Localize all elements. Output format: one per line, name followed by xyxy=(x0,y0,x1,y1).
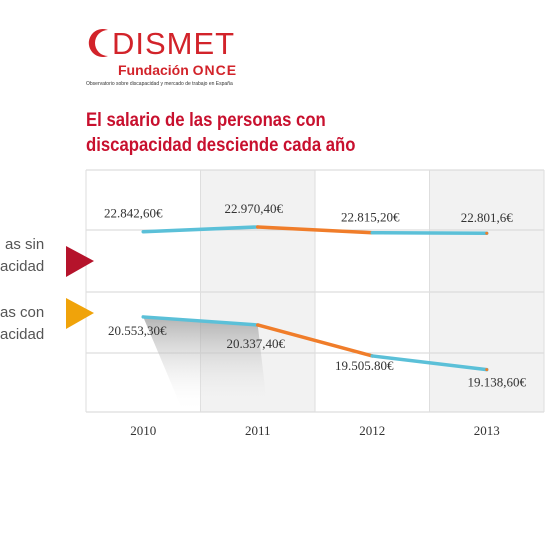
series-2-point xyxy=(256,323,260,327)
plot-column-bg xyxy=(429,170,544,412)
series-2-segment xyxy=(141,315,260,327)
title-line-2: discapacidad desciende cada año xyxy=(86,135,356,156)
series-1-point xyxy=(485,231,489,235)
series-2-point xyxy=(370,354,374,358)
once-crescent-icon xyxy=(88,29,108,57)
series-1-segment xyxy=(256,225,374,235)
dismet-logo: DISMET Fundación ONCE Observatorio sobre… xyxy=(86,26,286,98)
series-2-data-label: 20.553,30€ xyxy=(108,323,167,338)
legend-label-con: as con acidad xyxy=(0,304,45,343)
series-2-data-label: 20.337,40€ xyxy=(227,336,286,351)
series-1-point xyxy=(370,231,374,235)
legend-label-sin: as sin acidad xyxy=(0,236,45,275)
legend-arrow-con xyxy=(66,298,94,329)
series-1-data-label: 22.970,40€ xyxy=(225,201,284,216)
legend-arrow-sin xyxy=(66,246,94,277)
series-1-segment xyxy=(141,225,260,234)
series-2-segment xyxy=(256,323,374,358)
series-shadow xyxy=(143,316,268,412)
x-tick-label: 2011 xyxy=(245,423,271,438)
series-2-point xyxy=(485,368,489,372)
series-1-data-label: 22.815,20€ xyxy=(341,210,400,225)
plot-column-bg xyxy=(315,170,430,412)
series-2-point xyxy=(141,315,145,319)
title-line-1: El salario de las personas con xyxy=(86,110,326,131)
x-tick-label: 2012 xyxy=(359,423,385,438)
series-1-data-label: 22.842,60€ xyxy=(104,206,163,221)
series-1-data-label: 22.801,6€ xyxy=(461,210,514,225)
series-1-point xyxy=(256,225,260,229)
series-2-data-label: 19.505.80€ xyxy=(335,358,394,373)
x-tick-label: 2013 xyxy=(474,423,500,438)
chart-title: El salario de las personas con discapaci… xyxy=(86,108,385,158)
logo-tagline: Observatorio sobre discapacidad y mercad… xyxy=(86,81,233,87)
series-1-point xyxy=(141,230,145,234)
series-2-data-label: 19.138,60€ xyxy=(468,375,527,390)
series-2-segment xyxy=(370,354,489,372)
x-tick-label: 2010 xyxy=(130,423,156,438)
logo-name: DISMET xyxy=(112,26,236,61)
logo-subtitle: Fundación ONCE xyxy=(118,62,238,78)
series-1-segment xyxy=(370,230,489,235)
